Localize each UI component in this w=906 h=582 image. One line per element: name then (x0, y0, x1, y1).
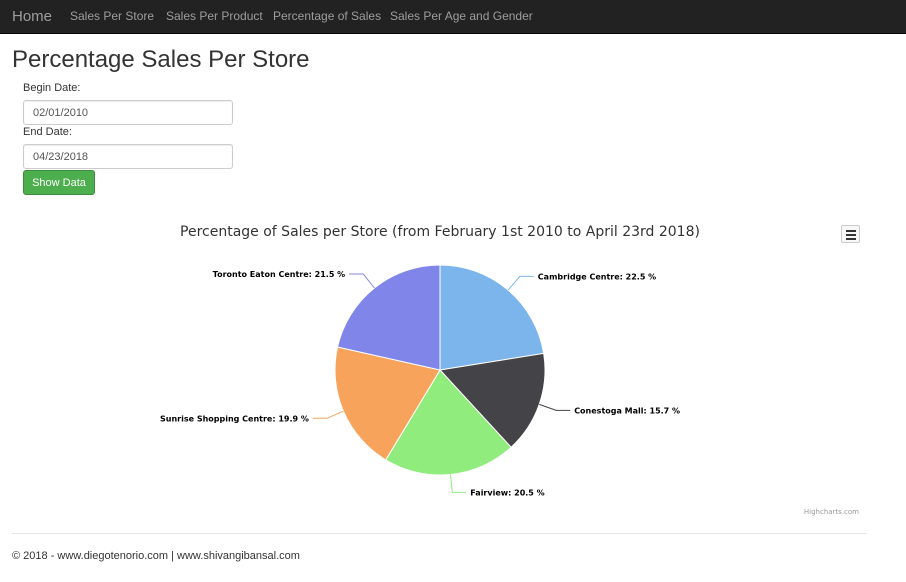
begin-date-input[interactable] (23, 100, 233, 125)
data-label-fairview: Fairview: 20.5 % (470, 488, 544, 497)
connector-conestoga-mall (539, 403, 571, 411)
chart-title: Percentage of Sales per Store (from Febr… (180, 224, 700, 240)
nav-sales-per-store[interactable]: Sales Per Store (70, 9, 155, 23)
page-title: Percentage Sales Per Store (12, 46, 310, 73)
nav-home-link[interactable]: Home (12, 8, 53, 25)
pie-chart-container: Percentage of Sales per Store (from Febr… (0, 210, 906, 520)
highcharts-credits[interactable]: Highcharts.com (804, 508, 859, 516)
pie-slice-cambridge-centre[interactable] (439, 264, 545, 371)
pie-chart: Percentage of Sales per Store (from Febr… (160, 224, 859, 516)
data-label-toronto-eaton-centre: Toronto Eaton Centre: 21.5 % (213, 270, 346, 279)
top-navbar: Home Sales Per Store Sales Per Product P… (0, 0, 906, 34)
pie-slice-sunrise-shopping-centre[interactable] (334, 346, 441, 461)
connector-fairview (450, 474, 467, 493)
footer-text: © 2018 - www.diegotenorio.com | www.shiv… (12, 550, 300, 562)
hamburger-menu-icon[interactable] (841, 225, 860, 243)
end-date-input[interactable] (23, 144, 233, 169)
footer-divider (12, 533, 867, 534)
pie-slice-fairview[interactable] (385, 369, 512, 476)
nav-sales-per-age-gender[interactable]: Sales Per Age and Gender (390, 9, 533, 23)
pie-slice-toronto-eaton-centre[interactable] (336, 264, 441, 371)
data-label-cambridge-centre: Cambridge Centre: 22.5 % (538, 272, 656, 281)
nav-sales-per-product[interactable]: Sales Per Product (166, 9, 263, 23)
data-label-conestoga-mall: Conestoga Mall: 15.7 % (574, 406, 680, 415)
data-label-sunrise-shopping-centre: Sunrise Shopping Centre: 19.9 % (160, 414, 309, 423)
connector-sunrise-shopping-centre (312, 410, 344, 419)
connector-toronto-eaton-centre (349, 273, 375, 289)
show-data-button[interactable]: Show Data (23, 170, 95, 195)
connector-cambridge-centre (507, 275, 534, 291)
nav-percentage-of-sales[interactable]: Percentage of Sales (273, 9, 382, 23)
begin-date-label: Begin Date: (23, 82, 81, 94)
pie-slice-conestoga-mall[interactable] (439, 352, 546, 448)
end-date-label: End Date: (23, 126, 72, 138)
